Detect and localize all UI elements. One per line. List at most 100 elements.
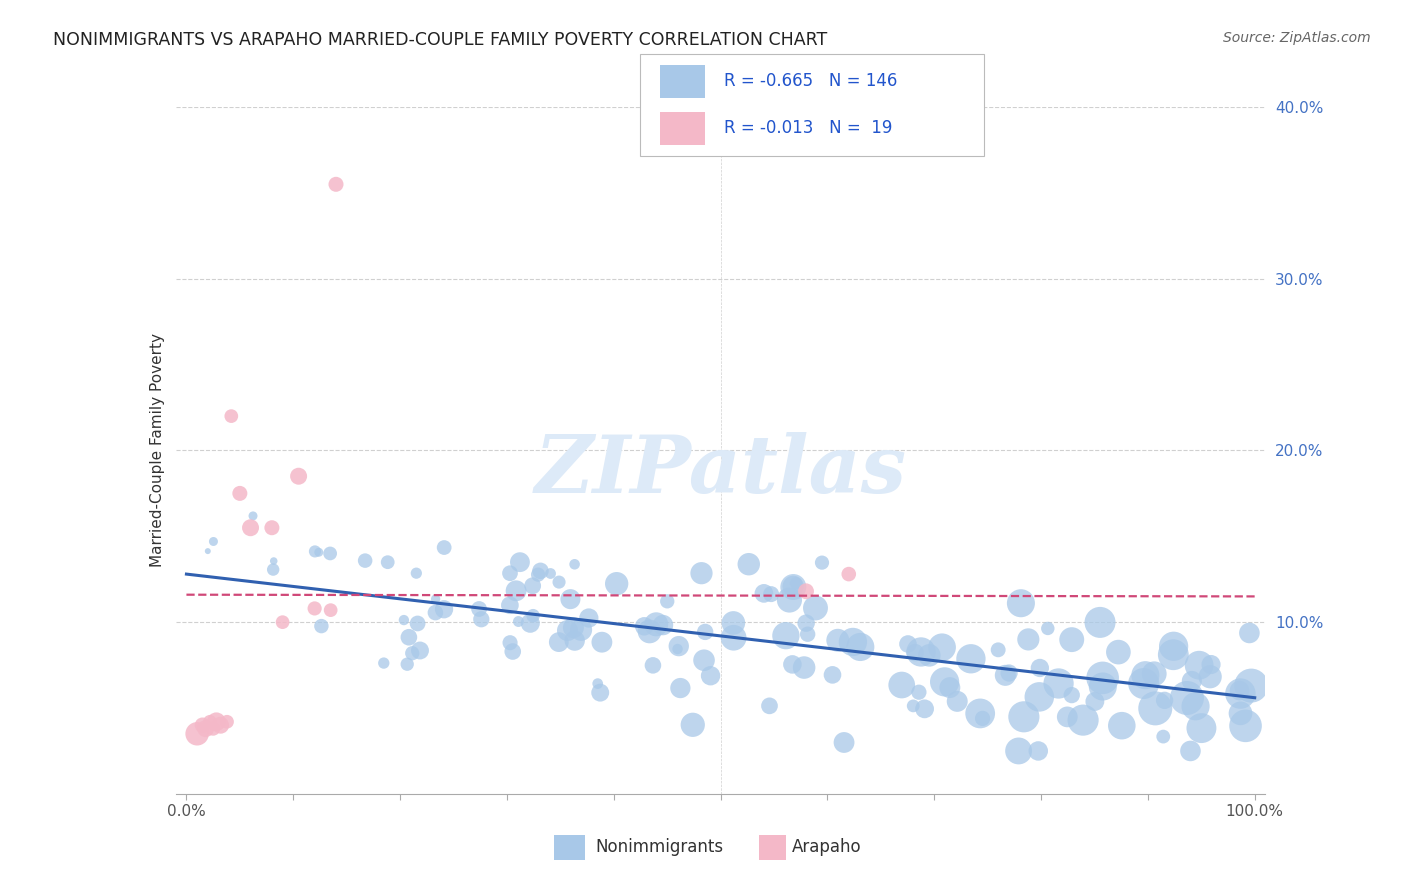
Point	[499, 566, 522, 581]
Point	[669, 681, 692, 695]
Point	[508, 615, 530, 629]
Point	[931, 640, 953, 655]
Point	[527, 567, 550, 582]
Point	[794, 616, 817, 631]
Point	[838, 567, 860, 582]
Point	[832, 735, 855, 749]
Point	[972, 711, 994, 725]
Text: R = -0.013   N =  19: R = -0.013 N = 19	[724, 120, 893, 137]
Point	[804, 601, 827, 615]
Point	[425, 592, 447, 607]
Point	[1026, 744, 1049, 758]
Point	[1091, 680, 1114, 694]
Point	[1229, 687, 1251, 701]
Point	[1036, 622, 1059, 636]
Point	[908, 685, 931, 699]
Point	[782, 580, 804, 594]
Point	[263, 554, 285, 568]
Point	[890, 678, 912, 692]
Point	[904, 646, 927, 660]
Point	[1229, 706, 1251, 721]
Point	[1144, 701, 1167, 715]
Point	[758, 698, 780, 713]
Point	[377, 555, 399, 569]
Text: ZIPatlas: ZIPatlas	[534, 433, 907, 510]
Point	[1056, 710, 1078, 724]
Point	[308, 545, 330, 559]
Point	[821, 668, 844, 682]
Point	[1029, 661, 1052, 675]
Point	[775, 629, 797, 643]
Point	[540, 566, 562, 581]
Point	[319, 603, 342, 617]
Point	[1135, 668, 1157, 682]
Point	[1143, 666, 1166, 681]
Point	[723, 631, 745, 645]
Point	[939, 681, 962, 695]
Point	[287, 469, 309, 483]
Point	[191, 718, 214, 732]
Point	[666, 642, 689, 657]
Point	[657, 594, 679, 608]
Point	[186, 727, 208, 741]
Point	[1199, 670, 1222, 684]
Point	[1234, 719, 1257, 733]
Point	[897, 637, 920, 651]
Point	[304, 544, 326, 558]
Point	[652, 618, 675, 632]
Point	[548, 575, 571, 590]
Point	[586, 676, 609, 690]
Point	[1047, 676, 1070, 690]
Point	[910, 645, 932, 659]
Point	[849, 640, 872, 654]
Point	[699, 669, 721, 683]
Point	[690, 566, 713, 581]
Point	[398, 630, 420, 644]
Point	[562, 621, 585, 635]
Point	[1010, 596, 1032, 610]
Point	[785, 576, 807, 591]
Point	[695, 624, 717, 639]
Point	[1007, 744, 1029, 758]
Bar	[554, 835, 585, 860]
Point	[987, 643, 1010, 657]
Point	[1175, 691, 1198, 706]
Point	[239, 521, 262, 535]
Point	[778, 593, 800, 607]
Point	[1107, 645, 1129, 659]
Point	[759, 587, 782, 601]
Point	[502, 644, 524, 658]
Point	[262, 563, 284, 577]
Point	[260, 521, 283, 535]
Point	[994, 668, 1017, 682]
Point	[405, 566, 427, 581]
Point	[1088, 615, 1111, 630]
Point	[522, 608, 544, 623]
Point	[354, 553, 377, 567]
Point	[1091, 671, 1114, 685]
Point	[1111, 719, 1133, 733]
Point	[1084, 694, 1107, 708]
Point	[194, 722, 217, 736]
Point	[1199, 657, 1222, 672]
Point	[645, 617, 668, 632]
Point	[215, 714, 238, 729]
Point	[641, 658, 664, 673]
Point	[509, 555, 531, 569]
Point	[425, 606, 447, 620]
Point	[723, 615, 745, 630]
Point	[1181, 673, 1204, 688]
Point	[401, 646, 423, 660]
Point	[1132, 676, 1154, 690]
Bar	[759, 835, 786, 860]
Point	[633, 619, 655, 633]
Point	[638, 624, 661, 639]
Point	[406, 616, 429, 631]
Point	[1229, 683, 1251, 698]
Point	[433, 541, 456, 555]
Point	[1060, 688, 1083, 702]
Point	[409, 643, 432, 657]
Point	[468, 602, 491, 616]
Point	[311, 619, 333, 633]
Point	[578, 611, 600, 625]
